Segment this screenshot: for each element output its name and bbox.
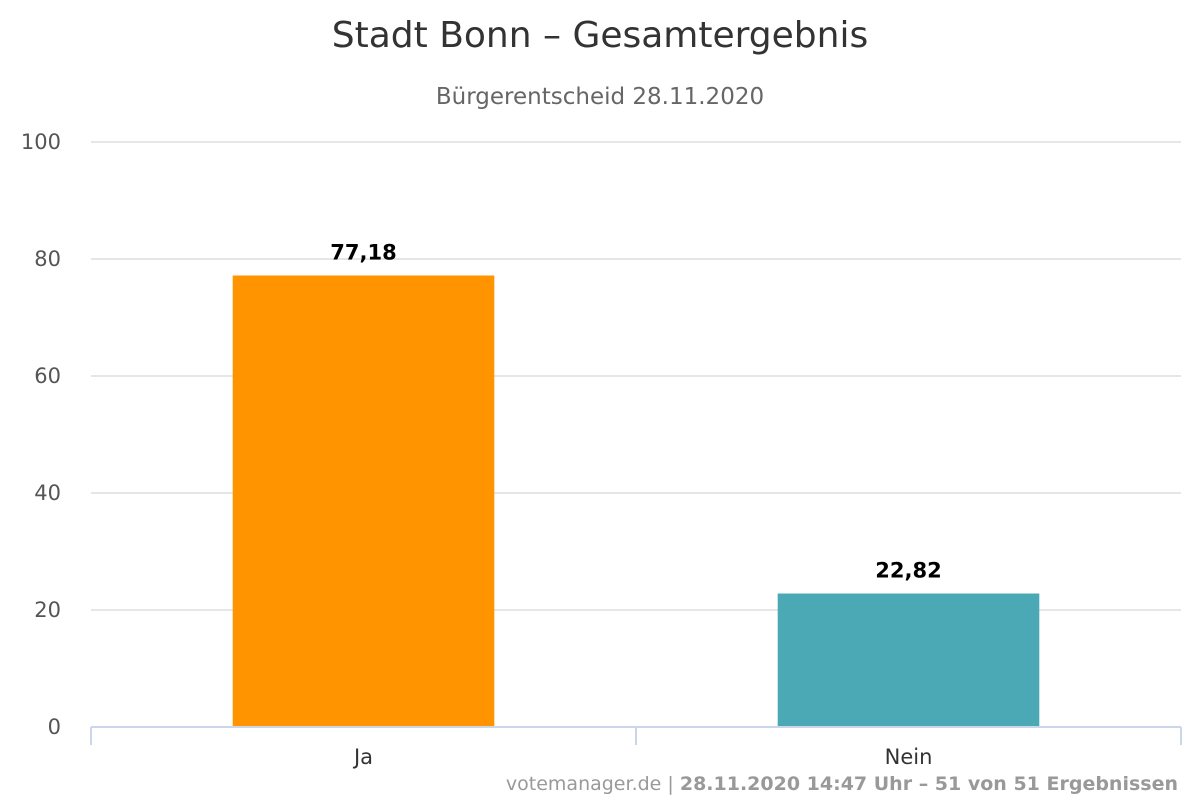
data-label: 77,18 xyxy=(330,240,396,264)
y-tick-label: 100 xyxy=(21,130,61,154)
data-labels: 77,18 22,82 xyxy=(330,240,941,582)
x-category-label: Nein xyxy=(885,745,933,769)
y-tick-label: 60 xyxy=(34,364,61,388)
credits-source[interactable]: votemanager.de xyxy=(506,773,661,795)
y-tick-label: 80 xyxy=(34,247,61,271)
bars xyxy=(232,275,1040,727)
credits-detail: 28.11.2020 14:47 Uhr – 51 von 51 Ergebni… xyxy=(680,773,1178,795)
credits-separator: | xyxy=(661,773,679,795)
y-tick-label: 0 xyxy=(48,715,61,739)
bar-ja[interactable] xyxy=(232,275,495,727)
y-axis-ticks: 0 20 40 60 80 100 xyxy=(21,130,61,739)
x-axis: Ja Nein xyxy=(90,726,1182,769)
y-tick-label: 40 xyxy=(34,481,61,505)
y-tick-label: 20 xyxy=(34,598,61,622)
x-category-label: Ja xyxy=(352,745,373,769)
chart-title: Stadt Bonn – Gesamtergebnis xyxy=(332,15,868,56)
data-label: 22,82 xyxy=(875,559,941,583)
credits[interactable]: votemanager.de | 28.11.2020 14:47 Uhr – … xyxy=(506,773,1178,795)
bar-nein[interactable] xyxy=(777,593,1040,727)
chart-subtitle: Bürgerentscheid 28.11.2020 xyxy=(436,84,764,110)
